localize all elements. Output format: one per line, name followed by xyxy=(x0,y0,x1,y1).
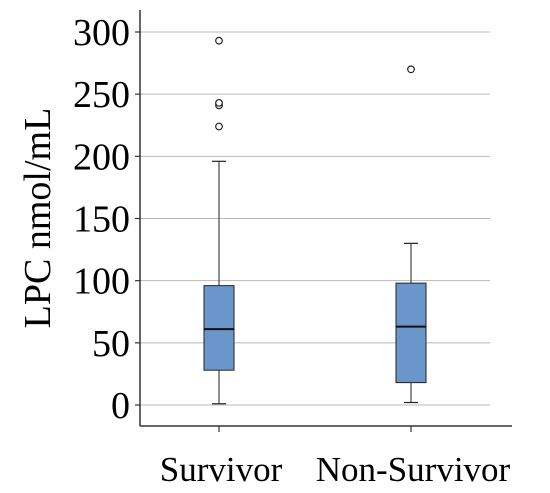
x-tick-label-non-survivor: Non-Survivor xyxy=(316,450,511,489)
outlier-point xyxy=(215,122,223,131)
box-non-survivor xyxy=(395,65,427,404)
y-axis-title: LPC nmol/mL xyxy=(17,108,59,329)
y-tick-label-100: 100 xyxy=(73,261,130,303)
box-survivor xyxy=(203,36,235,405)
y-tick-label-50: 50 xyxy=(92,323,130,365)
gridlines xyxy=(140,31,490,406)
outlier-point xyxy=(215,98,223,107)
y-tick-label-150: 150 xyxy=(73,199,130,241)
y-tick-label-0: 0 xyxy=(111,385,130,427)
y-tick-label-250: 250 xyxy=(73,74,130,116)
y-ticks: 0 50 100 150 200 250 300 xyxy=(73,12,140,427)
outlier-point xyxy=(215,36,223,45)
iqr-box xyxy=(203,285,235,371)
y-tick-label-300: 300 xyxy=(73,12,130,54)
x-tick-labels: Survivor Non-Survivor xyxy=(160,426,511,489)
outlier-point xyxy=(407,65,415,74)
y-tick-label-200: 200 xyxy=(73,136,130,178)
iqr-box xyxy=(395,282,427,384)
boxes xyxy=(203,36,427,405)
x-tick-label-survivor: Survivor xyxy=(160,450,283,489)
